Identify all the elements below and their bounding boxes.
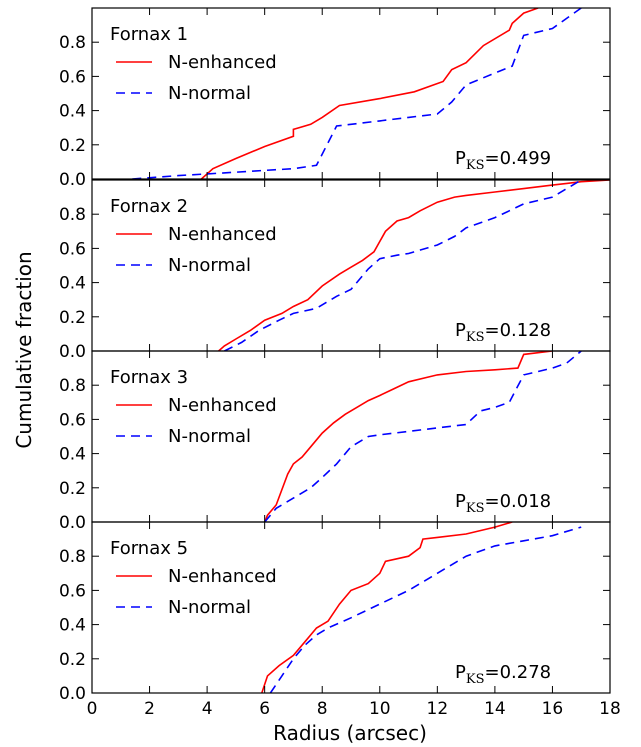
series-line-n-normal <box>269 526 582 693</box>
x-tick-label: 10 <box>369 699 391 719</box>
series-line-n-enhanced <box>261 522 513 693</box>
y-tick-label: 0.4 <box>59 616 86 636</box>
panel-1: 0.0 0.2 0.4 0.6 0.8 Fornax 1 N-enhanced N-norma… <box>59 7 611 190</box>
series-line-n-enhanced <box>200 8 539 179</box>
y-tick-label: 0.2 <box>59 650 86 670</box>
x-tick-label: 2 <box>144 699 155 719</box>
panel-label: Fornax 1 <box>110 24 188 45</box>
x-tick-label: 0 <box>87 699 98 719</box>
y-tick-label: 0.2 <box>59 136 86 156</box>
pks-annotation: PKS=0.128 <box>455 320 551 345</box>
legend-label: N-normal <box>168 83 251 104</box>
panel-frame <box>91 521 611 694</box>
panel-frame <box>91 7 611 180</box>
x-tick-label: 14 <box>484 699 506 719</box>
y-tick-label: 0.2 <box>59 479 86 499</box>
y-axis-title: Cumulative fraction <box>12 251 36 448</box>
x-tick-label: 12 <box>427 699 449 719</box>
legend-label: N-enhanced <box>168 566 277 587</box>
y-tick-label: 0.4 <box>59 274 86 294</box>
y-tick-label: 0.0 <box>59 170 86 190</box>
panels-group: 0.0 0.2 0.4 0.6 0.8 Fornax 1 N-enhanced N-norma… <box>59 7 611 704</box>
x-tick-label: 4 <box>202 699 213 719</box>
x-tick-label: 8 <box>317 699 328 719</box>
panel-2: 0.0 0.2 0.4 0.6 0.8 Fornax 2 N-enhanced N-norma… <box>59 179 611 362</box>
legend-label: N-enhanced <box>168 395 277 416</box>
y-tick-label: 0.8 <box>59 33 86 53</box>
x-axis: 0 2 4 6 8 10 12 14 16 18 <box>87 699 621 719</box>
series-line-n-normal <box>224 180 582 351</box>
series-line-n-normal <box>132 8 582 179</box>
y-tick-label: 0.6 <box>59 581 86 601</box>
y-tick-label: 0.4 <box>59 445 86 465</box>
panel-label: Fornax 2 <box>110 196 188 217</box>
pks-annotation: PKS=0.499 <box>455 148 551 173</box>
series-line-n-normal <box>264 351 582 522</box>
x-tick-label: 16 <box>542 699 564 719</box>
pks-annotation: PKS=0.018 <box>455 491 551 516</box>
panel-3: 0.0 0.2 0.4 0.6 0.8 Fornax 3 N-enhanced N-norma… <box>59 350 611 533</box>
y-tick-label: 0.8 <box>59 205 86 225</box>
panel-label: Fornax 3 <box>110 367 188 388</box>
series-line-n-enhanced <box>263 351 553 522</box>
y-tick-label: 0.0 <box>59 342 86 362</box>
x-tick-label: 18 <box>599 699 621 719</box>
y-tick-label: 0.8 <box>59 376 86 396</box>
legend-label: N-normal <box>168 255 251 276</box>
legend-label: N-normal <box>168 426 251 447</box>
y-tick-label: 0.0 <box>59 684 86 704</box>
y-tick-label: 0.6 <box>59 239 86 259</box>
panel-label: Fornax 5 <box>110 538 188 559</box>
pks-annotation: PKS=0.278 <box>455 662 551 687</box>
legend-label: N-enhanced <box>168 224 277 245</box>
series-line-n-enhanced <box>218 180 610 351</box>
y-tick-label: 0.6 <box>59 410 86 430</box>
legend-label: N-enhanced <box>168 52 277 73</box>
legend-label: N-normal <box>168 597 251 618</box>
y-tick-label: 0.6 <box>59 67 86 87</box>
x-tick-label: 6 <box>259 699 270 719</box>
y-tick-label: 0.8 <box>59 547 86 567</box>
x-axis-title: Radius (arcsec) <box>273 721 427 745</box>
y-tick-label: 0.4 <box>59 102 86 122</box>
panel-4: 0.0 0.2 0.4 0.6 0.8 Fornax 5 N-enhanced N-norma… <box>59 521 611 704</box>
y-tick-label: 0.2 <box>59 308 86 328</box>
y-tick-label: 0.0 <box>59 513 86 533</box>
